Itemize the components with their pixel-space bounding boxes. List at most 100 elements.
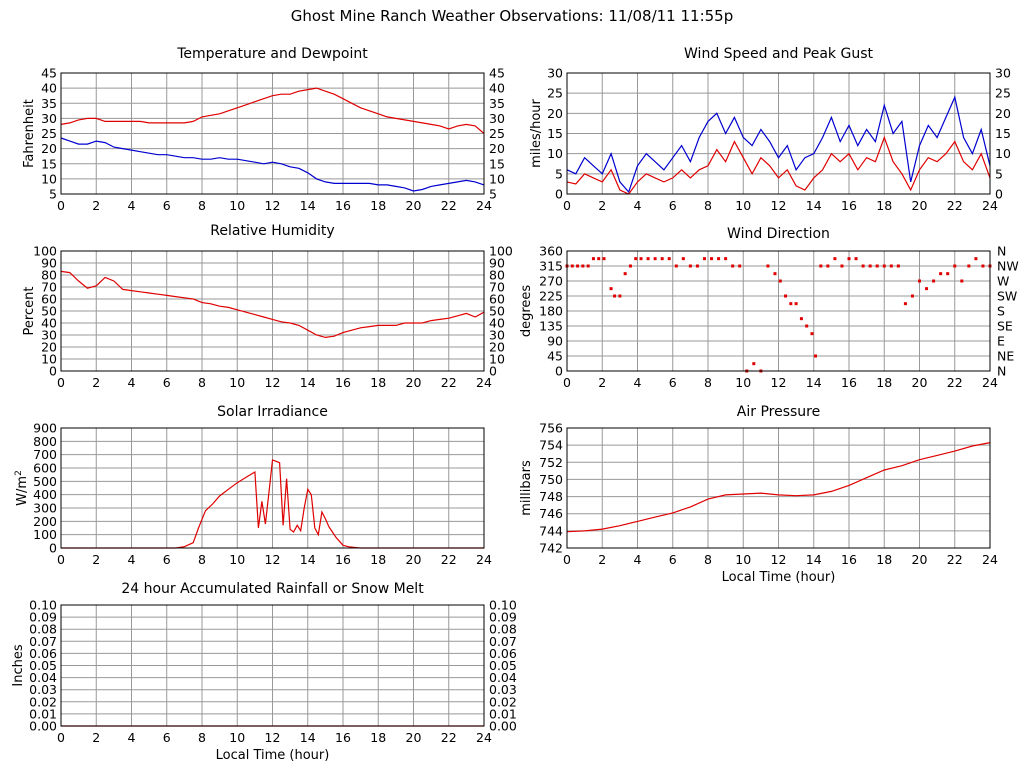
x-tick-label: 6	[669, 375, 677, 390]
x-tick-label: 14	[300, 730, 316, 745]
x-tick-label: 0	[563, 198, 571, 213]
y-tick-label: 40	[41, 81, 57, 96]
data-point	[623, 272, 627, 276]
x-tick-label: 16	[335, 198, 351, 213]
data-point	[932, 279, 936, 283]
y-tick-label-right: 5	[995, 166, 1003, 181]
x-tick-label: 8	[704, 552, 712, 567]
x-tick-label: 18	[876, 375, 892, 390]
y-tick-label: 135	[539, 319, 563, 334]
data-point	[628, 264, 632, 268]
data-point	[981, 264, 985, 268]
y-tick-label-right: 0.06	[489, 646, 517, 661]
y-tick-label-right: 80	[489, 268, 505, 283]
y-tick-label: 200	[33, 514, 57, 529]
data-point	[667, 257, 671, 261]
x-tick-label: 2	[92, 552, 100, 567]
direction-label: S	[997, 304, 1005, 319]
y-tick-label-right: 20	[489, 141, 505, 156]
data-point	[586, 264, 590, 268]
y-tick-label: 0	[49, 541, 57, 556]
data-point	[946, 272, 950, 276]
data-point	[805, 324, 809, 328]
y-tick-label: 20	[41, 340, 57, 355]
x-tick-label: 16	[841, 375, 857, 390]
data-point	[602, 257, 606, 261]
chart-title: Relative Humidity	[210, 223, 334, 239]
y-tick-label-right: 25	[995, 86, 1011, 101]
y-axis-label: miles/hour	[529, 98, 544, 167]
direction-label: NW	[997, 259, 1019, 274]
x-tick-label: 10	[735, 375, 751, 390]
series-line	[60, 87, 485, 134]
data-point	[875, 264, 879, 268]
y-tick-label: 10	[41, 352, 57, 367]
y-tick-label: 748	[539, 489, 563, 504]
y-tick-label: 45	[41, 66, 57, 81]
x-tick-label: 18	[876, 198, 892, 213]
y-tick-label: 752	[539, 455, 563, 470]
y-tick-label: 70	[41, 280, 57, 295]
chart-title: 24 hour Accumulated Rainfall or Snow Mel…	[121, 581, 424, 597]
y-tick-label: 0	[555, 187, 563, 202]
y-tick-label-right: 30	[995, 66, 1011, 81]
plot-frame	[566, 250, 991, 372]
y-tick-label: 0.09	[29, 610, 57, 625]
x-tick-label: 0	[57, 375, 65, 390]
x-tick-label: 24	[476, 375, 492, 390]
series-line	[566, 135, 991, 195]
series-line	[61, 459, 484, 549]
y-tick-label-right: 10	[489, 171, 505, 186]
x-tick-label: 16	[841, 552, 857, 567]
x-tick-label: 22	[441, 198, 457, 213]
data-point	[646, 257, 650, 261]
x-tick-label: 10	[735, 552, 751, 567]
y-tick-label: 25	[41, 126, 57, 141]
x-tick-label: 8	[198, 730, 206, 745]
x-tick-label: 4	[128, 552, 136, 567]
series-line	[566, 442, 991, 533]
data-point	[609, 287, 613, 291]
y-tick-label: 15	[41, 156, 57, 171]
x-tick-label: 22	[947, 552, 963, 567]
data-point	[789, 302, 793, 306]
y-tick-label: 0.08	[29, 622, 57, 637]
y-tick-label: 360	[539, 244, 563, 259]
data-point	[674, 264, 678, 268]
plot-frame	[60, 604, 485, 727]
y-axis-label: degrees	[519, 285, 534, 338]
x-tick-label: 16	[335, 375, 351, 390]
y-tick-label-right: 20	[489, 340, 505, 355]
direction-label: SE	[997, 319, 1013, 334]
y-tick-label: 900	[33, 421, 57, 436]
y-tick-label-right: 10	[995, 146, 1011, 161]
data-point	[925, 287, 929, 291]
y-tick-label: 270	[539, 274, 563, 289]
data-point	[939, 272, 943, 276]
y-tick-label: 90	[41, 256, 57, 271]
y-tick-label: 90	[547, 334, 563, 349]
series-line	[60, 270, 485, 339]
page-title: Ghost Mine Ranch Weather Observations: 1…	[290, 7, 734, 25]
direction-label: N	[997, 364, 1006, 379]
data-point	[710, 257, 714, 261]
data-point	[591, 257, 595, 261]
y-tick-label: 225	[539, 289, 563, 304]
data-point	[918, 279, 921, 283]
y-tick-label: 20	[41, 141, 57, 156]
y-tick-label: 0.01	[29, 706, 57, 721]
y-axis-label: Inches	[11, 644, 26, 686]
x-tick-label: 20	[406, 730, 422, 745]
x-tick-label: 22	[441, 730, 457, 745]
data-point	[576, 264, 580, 268]
data-point	[889, 264, 893, 268]
data-point	[653, 257, 657, 261]
direction-label: W	[997, 274, 1009, 289]
y-tick-label-right: 15	[489, 156, 505, 171]
data-point	[766, 264, 770, 268]
y-axis-label: millibars	[519, 460, 534, 516]
